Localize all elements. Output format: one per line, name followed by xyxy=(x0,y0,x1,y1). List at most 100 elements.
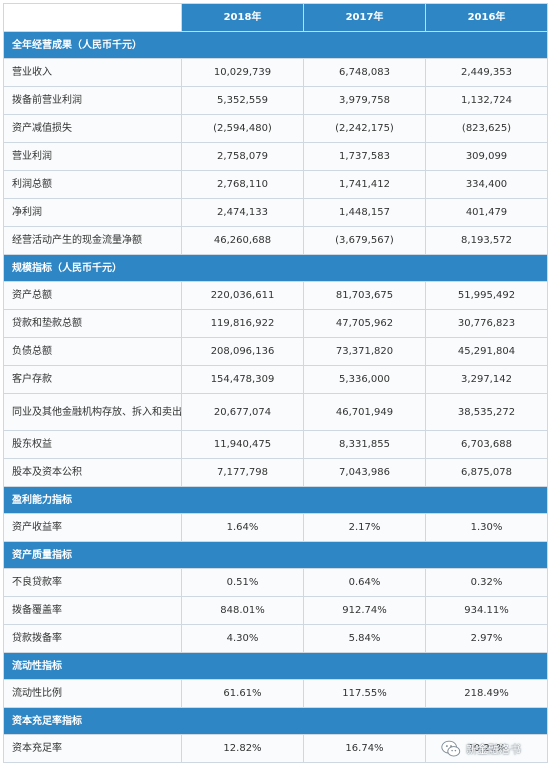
section-header-row: 流动性指标 xyxy=(3,652,548,680)
value-cell: 401,479 xyxy=(425,198,548,227)
watermark: 新金融洛书 xyxy=(440,736,548,762)
financial-summary-table: 2018年 2017年 2016年 全年经营成果（人民币千元） 营业收入 10,02… xyxy=(3,3,548,763)
year-header-2018: 2018年 xyxy=(181,3,304,32)
section-title: 资本充足率指标 xyxy=(3,707,548,735)
value-cell: (823,625) xyxy=(425,114,548,143)
value-cell: 154,478,309 xyxy=(181,365,304,394)
value-cell: 7,177,798 xyxy=(181,458,304,487)
table-row: 股东权益 11,940,475 8,331,855 6,703,688 xyxy=(3,430,548,459)
row-label: 股本及资本公积 xyxy=(3,458,182,487)
header-blank-cell xyxy=(3,3,182,32)
section-header-row: 资产质量指标 xyxy=(3,541,548,569)
table-row: 不良贷款率 0.51% 0.64% 0.32% xyxy=(3,568,548,597)
value-cell: 6,748,083 xyxy=(303,58,426,87)
row-label: 净利润 xyxy=(3,198,182,227)
table-row: 客户存款 154,478,309 5,336,000 3,297,142 xyxy=(3,365,548,394)
table-row: 贷款和垫款总额 119,816,922 47,705,962 30,776,823 xyxy=(3,309,548,338)
value-cell: 30,776,823 xyxy=(425,309,548,338)
value-cell: 16.74% xyxy=(303,734,426,763)
table-row: 资本充足率 12.82% 16.74% 20.21% xyxy=(3,734,548,763)
value-cell: 0.64% xyxy=(303,568,426,597)
section-header-row: 规模指标（人民币千元） xyxy=(3,254,548,282)
row-label: 营业收入 xyxy=(3,58,182,87)
value-cell: 5,336,000 xyxy=(303,365,426,394)
row-label: 贷款拨备率 xyxy=(3,624,182,653)
value-cell: 5,352,559 xyxy=(181,86,304,115)
value-cell: 47,705,962 xyxy=(303,309,426,338)
value-cell: 1.64% xyxy=(181,513,304,542)
value-cell: 1,741,412 xyxy=(303,170,426,199)
value-cell: 218.49% xyxy=(425,679,548,708)
row-label: 经营活动产生的现金流量净额 xyxy=(3,226,182,255)
watermark-text: 新金融洛书 xyxy=(466,743,521,756)
section-title: 全年经营成果（人民币千元） xyxy=(3,31,548,59)
row-label: 资产收益率 xyxy=(3,513,182,542)
section-header-row: 全年经营成果（人民币千元） xyxy=(3,31,548,59)
table-row: 净利润 2,474,133 1,448,157 401,479 xyxy=(3,198,548,227)
value-cell: 51,995,492 xyxy=(425,281,548,310)
value-cell: 6,703,688 xyxy=(425,430,548,459)
value-cell: 8,331,855 xyxy=(303,430,426,459)
table-row: 经营活动产生的现金流量净额 46,260,688 (3,679,567) 8,193,… xyxy=(3,226,548,255)
value-cell: 73,371,820 xyxy=(303,337,426,366)
section-title: 盈利能力指标 xyxy=(3,486,548,514)
value-cell: 61.61% xyxy=(181,679,304,708)
value-cell: 12.82% xyxy=(181,734,304,763)
value-cell: 934.11% xyxy=(425,596,548,625)
table-row: 同业及其他金融机构存放、拆入和卖出回购金融资产款项20,677,07446,70… xyxy=(3,393,548,431)
year-header-2016: 2016年 xyxy=(425,3,548,32)
value-cell: 1,448,157 xyxy=(303,198,426,227)
table-row: 拨备覆盖率 848.01% 912.74% 934.11% xyxy=(3,596,548,625)
table-row: 营业收入 10,029,739 6,748,083 2,449,353 xyxy=(3,58,548,87)
year-header-row: 2018年 2017年 2016年 xyxy=(3,3,548,32)
value-cell: (2,242,175) xyxy=(303,114,426,143)
value-cell: 1,737,583 xyxy=(303,142,426,171)
value-cell: 4.30% xyxy=(181,624,304,653)
value-cell: 45,291,804 xyxy=(425,337,548,366)
value-cell: 309,099 xyxy=(425,142,548,171)
value-cell: 2,449,353 xyxy=(425,58,548,87)
value-cell: 2,758,079 xyxy=(181,142,304,171)
row-label: 不良贷款率 xyxy=(3,568,182,597)
value-cell: 912.74% xyxy=(303,596,426,625)
value-cell: 81,703,675 xyxy=(303,281,426,310)
value-cell: 11,940,475 xyxy=(181,430,304,459)
value-cell: 0.51% xyxy=(181,568,304,597)
row-label: 资产减值损失 xyxy=(3,114,182,143)
value-cell: 0.32% xyxy=(425,568,548,597)
value-cell: 2.97% xyxy=(425,624,548,653)
table-row: 营业利润 2,758,079 1,737,583 309,099 xyxy=(3,142,548,171)
value-cell: 3,979,758 xyxy=(303,86,426,115)
value-cell: 2.17% xyxy=(303,513,426,542)
row-label: 资本充足率 xyxy=(3,734,182,763)
table-row: 资产收益率 1.64% 2.17% 1.30% xyxy=(3,513,548,542)
table-row: 资产减值损失 (2,594,480) (2,242,175) (823,625) xyxy=(3,114,548,143)
value-cell: 117.55% xyxy=(303,679,426,708)
value-cell: 208,096,136 xyxy=(181,337,304,366)
value-cell: 46,701,949 xyxy=(303,393,426,431)
table-row: 流动性比例 61.61% 117.55% 218.49% xyxy=(3,679,548,708)
section-title: 资产质量指标 xyxy=(3,541,548,569)
row-label: 股东权益 xyxy=(3,430,182,459)
value-cell: 6,875,078 xyxy=(425,458,548,487)
value-cell: 7,043,986 xyxy=(303,458,426,487)
row-label: 拨备覆盖率 xyxy=(3,596,182,625)
section-title: 规模指标（人民币千元） xyxy=(3,254,548,282)
value-cell: 20.21% xyxy=(425,734,548,763)
value-cell: 2,474,133 xyxy=(181,198,304,227)
value-cell: 5.84% xyxy=(303,624,426,653)
table-row: 负债总额 208,096,136 73,371,820 45,291,804 xyxy=(3,337,548,366)
section-header-row: 资本充足率指标 xyxy=(3,707,548,735)
value-cell: 2,768,110 xyxy=(181,170,304,199)
table-row: 资产总额 220,036,611 81,703,675 51,995,492 xyxy=(3,281,548,310)
section-header-row: 盈利能力指标 xyxy=(3,486,548,514)
row-label: 营业利润 xyxy=(3,142,182,171)
year-header-2017: 2017年 xyxy=(303,3,426,32)
row-label: 客户存款 xyxy=(3,365,182,394)
value-cell: 334,400 xyxy=(425,170,548,199)
row-label: 利润总额 xyxy=(3,170,182,199)
value-cell: 20,677,074 xyxy=(181,393,304,431)
value-cell: 119,816,922 xyxy=(181,309,304,338)
value-cell: 1.30% xyxy=(425,513,548,542)
row-label: 流动性比例 xyxy=(3,679,182,708)
